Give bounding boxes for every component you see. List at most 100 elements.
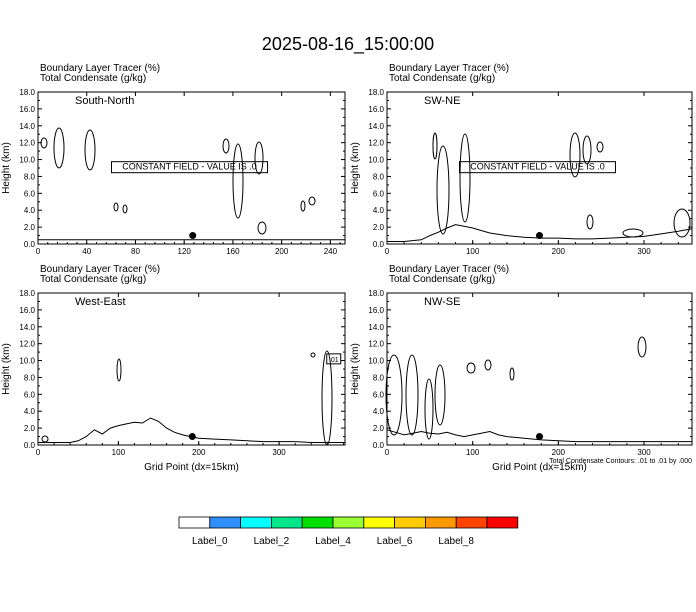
x-tick-label: 80 bbox=[131, 247, 140, 256]
x-tick-label: 200 bbox=[192, 448, 206, 457]
legend-swatch bbox=[209, 516, 242, 529]
legend-swatch bbox=[486, 516, 519, 529]
panel-header-tracer: Boundary Layer Tracer (%) bbox=[389, 264, 509, 275]
x-tick-label: 160 bbox=[226, 247, 240, 256]
legend-swatch bbox=[301, 516, 334, 529]
condensate-contour bbox=[53, 127, 65, 169]
condensate-contour bbox=[569, 132, 581, 178]
y-tick-label: 18.0 bbox=[368, 289, 384, 298]
condensate-contour bbox=[40, 137, 48, 149]
constant-field-note: CONSTANT FIELD - VALUE IS .0 bbox=[122, 162, 257, 172]
contour-label-box bbox=[326, 353, 342, 365]
condensate-contour bbox=[116, 358, 122, 382]
condensate-contour bbox=[232, 143, 244, 219]
condensate-contour bbox=[310, 352, 316, 358]
condensate-contour bbox=[432, 132, 438, 160]
panel-label: West-East bbox=[75, 296, 126, 308]
x-tick-label: 0 bbox=[36, 448, 41, 457]
condensate-contour bbox=[637, 336, 647, 358]
panel-header-tracer: Boundary Layer Tracer (%) bbox=[40, 63, 160, 74]
panel-sw-ne: Boundary Layer Tracer (%)Total Condensat… bbox=[350, 63, 693, 256]
panel-header-tracer: Boundary Layer Tracer (%) bbox=[389, 63, 509, 74]
x-tick-label: 100 bbox=[112, 448, 126, 457]
x-tick-label: 0 bbox=[385, 448, 390, 457]
condensate-contour bbox=[257, 221, 267, 235]
y-tick-label: 16.0 bbox=[368, 105, 384, 114]
x-tick-label: 200 bbox=[275, 247, 289, 256]
panel-header-tracer: Boundary Layer Tracer (%) bbox=[40, 264, 160, 275]
panel-header-condensate: Total Condensate (g/kg) bbox=[389, 73, 495, 84]
y-tick-label: 16.0 bbox=[19, 306, 35, 315]
y-tick-label: 0.0 bbox=[373, 441, 385, 450]
legend-swatch bbox=[332, 516, 365, 529]
y-tick-label: 12.0 bbox=[19, 340, 35, 349]
condensate-contour bbox=[41, 435, 49, 443]
y-tick-label: 12.0 bbox=[368, 139, 384, 148]
legend-label: Label_4 bbox=[315, 536, 351, 547]
panel-label: South-North bbox=[75, 95, 134, 107]
y-tick-label: 18.0 bbox=[19, 289, 35, 298]
location-marker bbox=[536, 232, 543, 240]
x-tick-label: 40 bbox=[82, 247, 91, 256]
x-tick-label: 200 bbox=[552, 247, 566, 256]
legend-label: Label_2 bbox=[254, 536, 290, 547]
y-tick-label: 0.0 bbox=[24, 240, 36, 249]
x-tick-label: 300 bbox=[272, 448, 286, 457]
legend-swatch bbox=[363, 516, 395, 529]
x-tick-label: 300 bbox=[637, 448, 651, 457]
condensate-contour bbox=[484, 359, 492, 371]
y-tick-label: 12.0 bbox=[368, 340, 384, 349]
x-tick-label: 100 bbox=[466, 448, 480, 457]
boundary-layer-contour bbox=[38, 417, 345, 443]
y-tick-label: 14.0 bbox=[19, 122, 35, 131]
x-tick-label: 0 bbox=[36, 247, 41, 256]
panel-label: NW-SE bbox=[424, 296, 460, 308]
y-tick-label: 16.0 bbox=[368, 306, 384, 315]
y-tick-label: 14.0 bbox=[368, 122, 384, 131]
legend-swatch bbox=[394, 516, 426, 529]
y-tick-label: 6.0 bbox=[24, 390, 36, 399]
y-tick-label: 4.0 bbox=[24, 206, 36, 215]
condensate-contour bbox=[321, 350, 333, 446]
y-tick-label: 4.0 bbox=[373, 407, 385, 416]
y-tick-label: 2.0 bbox=[24, 223, 36, 232]
y-tick-label: 6.0 bbox=[373, 189, 385, 198]
y-tick-label: 2.0 bbox=[373, 424, 385, 433]
panel-west-east: Boundary Layer Tracer (%)Total Condensat… bbox=[1, 264, 346, 473]
condensate-contour bbox=[434, 364, 446, 426]
panel-header-condensate: Total Condensate (g/kg) bbox=[389, 274, 495, 285]
y-tick-label: 18.0 bbox=[368, 88, 384, 97]
y-tick-label: 10.0 bbox=[368, 357, 384, 366]
x-tick-label: 120 bbox=[178, 247, 192, 256]
y-axis-label: Height (km) bbox=[1, 142, 12, 194]
x-tick-label: 100 bbox=[466, 247, 480, 256]
x-tick-label: 200 bbox=[552, 448, 566, 457]
condensate-contour bbox=[84, 129, 96, 171]
y-tick-label: 16.0 bbox=[19, 105, 35, 114]
condensate-contour bbox=[596, 141, 604, 153]
y-tick-label: 14.0 bbox=[19, 323, 35, 332]
y-tick-label: 14.0 bbox=[368, 323, 384, 332]
y-tick-label: 2.0 bbox=[373, 223, 385, 232]
x-axis-label: Grid Point (dx=15km) bbox=[492, 462, 587, 473]
location-marker bbox=[188, 433, 196, 441]
panel-label: SW-NE bbox=[424, 95, 460, 107]
y-tick-label: 10.0 bbox=[368, 156, 384, 165]
condensate-contour bbox=[466, 362, 476, 374]
plot-frame bbox=[37, 292, 346, 446]
condensate-contour bbox=[582, 135, 592, 165]
condensate-contour bbox=[459, 133, 471, 223]
condensate-contour bbox=[673, 208, 691, 238]
condensate-contour bbox=[622, 228, 644, 238]
condensate-contour bbox=[113, 202, 119, 212]
legend-label: Label_6 bbox=[377, 536, 413, 547]
y-tick-label: 8.0 bbox=[24, 373, 36, 382]
contour-label: .01 bbox=[329, 357, 339, 364]
x-tick-label: 240 bbox=[324, 247, 338, 256]
y-tick-label: 4.0 bbox=[24, 407, 36, 416]
y-axis-label: Height (km) bbox=[350, 343, 361, 395]
y-tick-label: 12.0 bbox=[19, 139, 35, 148]
y-tick-label: 2.0 bbox=[24, 424, 36, 433]
panel-header-condensate: Total Condensate (g/kg) bbox=[40, 274, 146, 285]
